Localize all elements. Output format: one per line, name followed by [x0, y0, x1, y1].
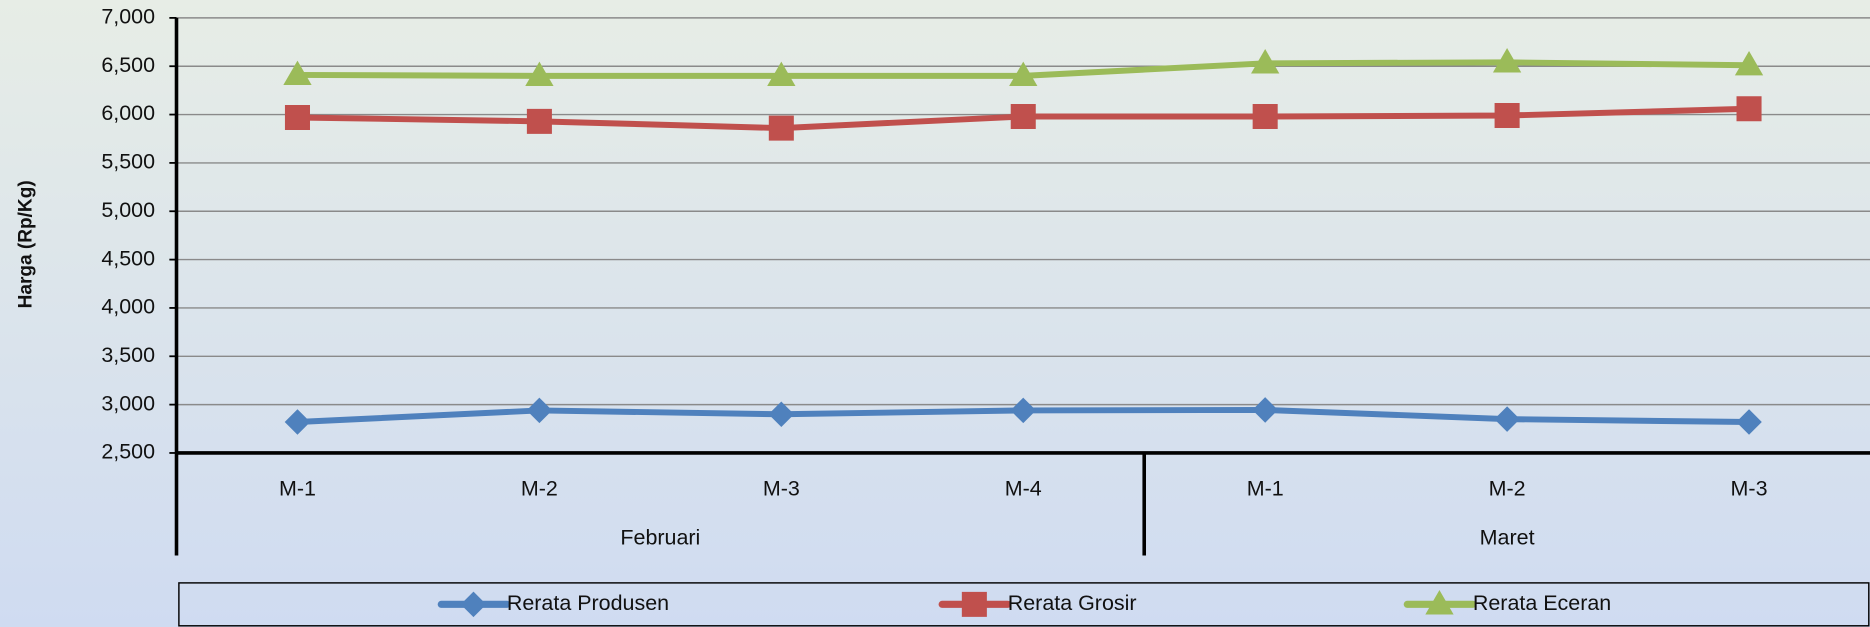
x-tick-label: M-3	[1731, 477, 1768, 501]
data-point	[525, 61, 554, 87]
data-point	[1251, 49, 1280, 74]
data-point	[1492, 48, 1522, 73]
legend-label: Rerata Grosir	[1008, 591, 1137, 615]
legend-marker	[1425, 590, 1454, 615]
y-axis-title: Harga (Rp/Kg)	[15, 180, 36, 308]
data-point	[284, 409, 311, 435]
legend-label: Rerata Eceran	[1473, 591, 1611, 615]
y-tick-label: 4,000	[101, 295, 155, 319]
data-point	[1252, 397, 1278, 423]
legend-marker	[961, 591, 987, 617]
x-tick-label: M-2	[521, 477, 558, 501]
legend-box	[178, 582, 1870, 627]
data-point	[1736, 409, 1762, 435]
y-tick-label: 4,500	[101, 246, 155, 270]
data-point	[1009, 61, 1038, 87]
legend-marker	[460, 591, 487, 618]
x-tick-label: M-1	[279, 477, 316, 501]
y-tick-label: 7,000	[101, 5, 155, 29]
data-point	[526, 397, 553, 424]
data-point	[1736, 96, 1762, 122]
data-point	[1010, 103, 1036, 130]
y-tick-label: 6,500	[101, 53, 155, 77]
y-tick-label: 5,500	[101, 150, 155, 174]
data-point	[1494, 406, 1520, 432]
data-point	[767, 61, 796, 87]
data-point	[768, 401, 795, 428]
y-tick-label: 3,000	[101, 391, 155, 415]
y-tick-label: 6,000	[101, 101, 155, 125]
x-tick-label: M-2	[1489, 477, 1526, 501]
data-point	[526, 108, 552, 134]
x-tick-label: M-1	[1247, 477, 1284, 501]
y-tick-label: 3,500	[101, 343, 155, 367]
data-point	[1252, 103, 1278, 130]
data-point	[284, 104, 310, 130]
data-point	[283, 60, 312, 86]
y-tick-label: 2,500	[101, 440, 155, 464]
data-point	[1734, 50, 1764, 76]
y-tick-label: 5,000	[101, 198, 155, 222]
x-tick-label: M-4	[1005, 477, 1042, 501]
group-label: Februari	[620, 525, 700, 549]
legend-label: Rerata Produsen	[507, 591, 669, 615]
x-tick-label: M-3	[763, 477, 800, 501]
data-point	[768, 115, 794, 141]
group-label: Maret	[1480, 525, 1535, 549]
data-point	[1010, 397, 1037, 424]
data-point	[1494, 103, 1520, 129]
